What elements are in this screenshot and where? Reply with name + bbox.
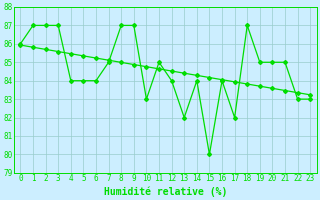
- X-axis label: Humidité relative (%): Humidité relative (%): [104, 186, 227, 197]
